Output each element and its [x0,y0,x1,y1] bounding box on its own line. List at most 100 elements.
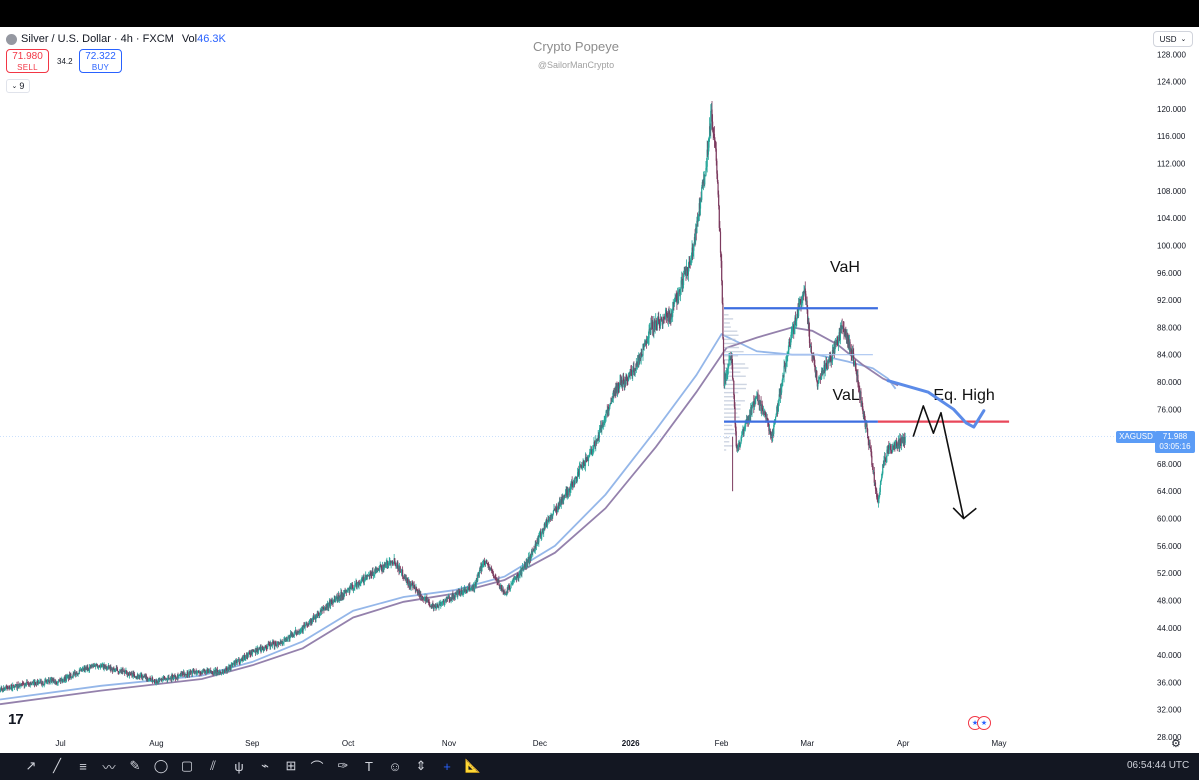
candle-body [202,669,204,674]
candle-body [214,670,216,675]
symbol-header[interactable]: Silver / U.S. Dollar · 4h · FXCM Vol 46.3… [6,33,226,45]
candle-body [214,669,217,671]
candle-body [488,566,490,568]
candle-body [733,380,735,396]
candle-body [830,360,832,363]
candle-body [761,404,763,412]
indicators-toggle[interactable]: ⌄ 9 [6,79,30,93]
candle-body [30,683,32,685]
gear-icon[interactable]: ⚙ [1171,738,1181,750]
volume-profile-bar [724,383,747,386]
candle-body [303,625,305,627]
emoji-icon[interactable]: ☺ [388,758,402,774]
candle-body [245,654,247,658]
currency-select[interactable]: USD ⌄ [1153,31,1193,47]
rect-icon[interactable]: ▢ [180,758,194,773]
forecast-icon[interactable]: ⌁ [261,758,269,773]
candle-body [371,570,373,576]
price-chart[interactable]: 128.000124.000120.000116.000112.000108.0… [0,27,1199,753]
candle-body [298,630,300,633]
candle-body [293,632,295,637]
pen-icon[interactable]: ✑ [337,758,349,773]
candle-body [237,659,239,661]
candle-body [269,644,271,647]
circle-icon[interactable]: ◯ [153,758,169,773]
candle-body [550,516,552,518]
sell-button[interactable]: 71.980 SELL [6,49,49,73]
us-flag-icon[interactable]: ★ [977,716,991,730]
candle-body [96,665,99,668]
projection-icon[interactable]: ⌒ [310,759,324,775]
candle-body [875,489,877,491]
candle-body [771,429,774,442]
candle-body [314,616,317,619]
candle-body [685,269,687,275]
candle-body [890,449,892,452]
candle-body [206,669,208,672]
candle-body [563,495,565,500]
economic-events[interactable]: ★ ★ [968,716,991,730]
long-position-icon[interactable]: ⊞ [285,758,297,773]
candle-body [841,325,843,329]
ruler-icon[interactable]: 📐 [464,758,482,773]
candle-body [455,592,458,594]
candle-body [54,681,56,683]
candle-body [756,395,758,397]
candle-body [170,676,172,680]
measure-icon[interactable]: ⇕ [415,758,427,773]
candle-body [817,380,820,384]
candle-body [661,319,663,321]
candle-body [23,683,25,687]
candle-body [760,400,762,412]
candle-body [736,446,738,449]
candle-body [664,314,666,319]
trend-line-icon[interactable]: ╱ [53,758,61,773]
candle-body [580,466,582,468]
candle-body [624,382,627,384]
candle-body [180,672,182,677]
candle-body [866,424,868,429]
crosshair-icon[interactable]: + [443,758,451,774]
candle-body [572,485,574,488]
candle-body [545,519,547,526]
candle-body [359,583,361,585]
candle-body [621,382,624,387]
brush-icon[interactable]: ✎ [129,758,141,773]
candle-body [186,672,188,675]
candle-body [4,688,7,689]
volume-profile-bar [724,387,746,390]
candle-body [326,603,329,607]
candle-body [610,398,613,404]
candle-body [512,581,514,583]
candle-body [99,666,101,668]
pitchfork-icon[interactable]: ψ [234,758,244,774]
candle-body [739,443,742,447]
buy-button[interactable]: 72.322 BUY [79,49,122,73]
candle-body [862,411,864,417]
candle-body [477,573,479,576]
candle-body [537,538,539,544]
candle-body [889,445,891,448]
chart-pane[interactable]: 128.000 124.000 120.000 116.000 112.000 108.0… [0,27,1199,753]
candle-body [144,676,146,678]
candle-body [16,684,19,689]
path-icon[interactable]: 〰 [102,759,116,775]
price-axis-tick: 68.000 [1157,460,1182,469]
candle-body [662,316,664,325]
candle-body [256,648,258,652]
utc-clock[interactable]: 06:54:44 UTC [1127,760,1190,771]
candle-body [166,678,168,681]
cursor-icon[interactable]: ↗ [25,758,37,773]
candle-body [728,359,731,361]
candle-body [422,597,424,599]
candle-body [370,573,372,576]
candle-body [429,606,432,608]
channel-icon[interactable]: ⫽ [210,758,216,773]
text-icon[interactable]: T [365,758,373,774]
candle-body [676,299,678,304]
candle-body [859,391,861,398]
candle-body [721,280,723,304]
fib-icon[interactable]: ≡ [79,758,87,774]
candle-body [213,671,215,675]
candle-body [770,432,772,438]
